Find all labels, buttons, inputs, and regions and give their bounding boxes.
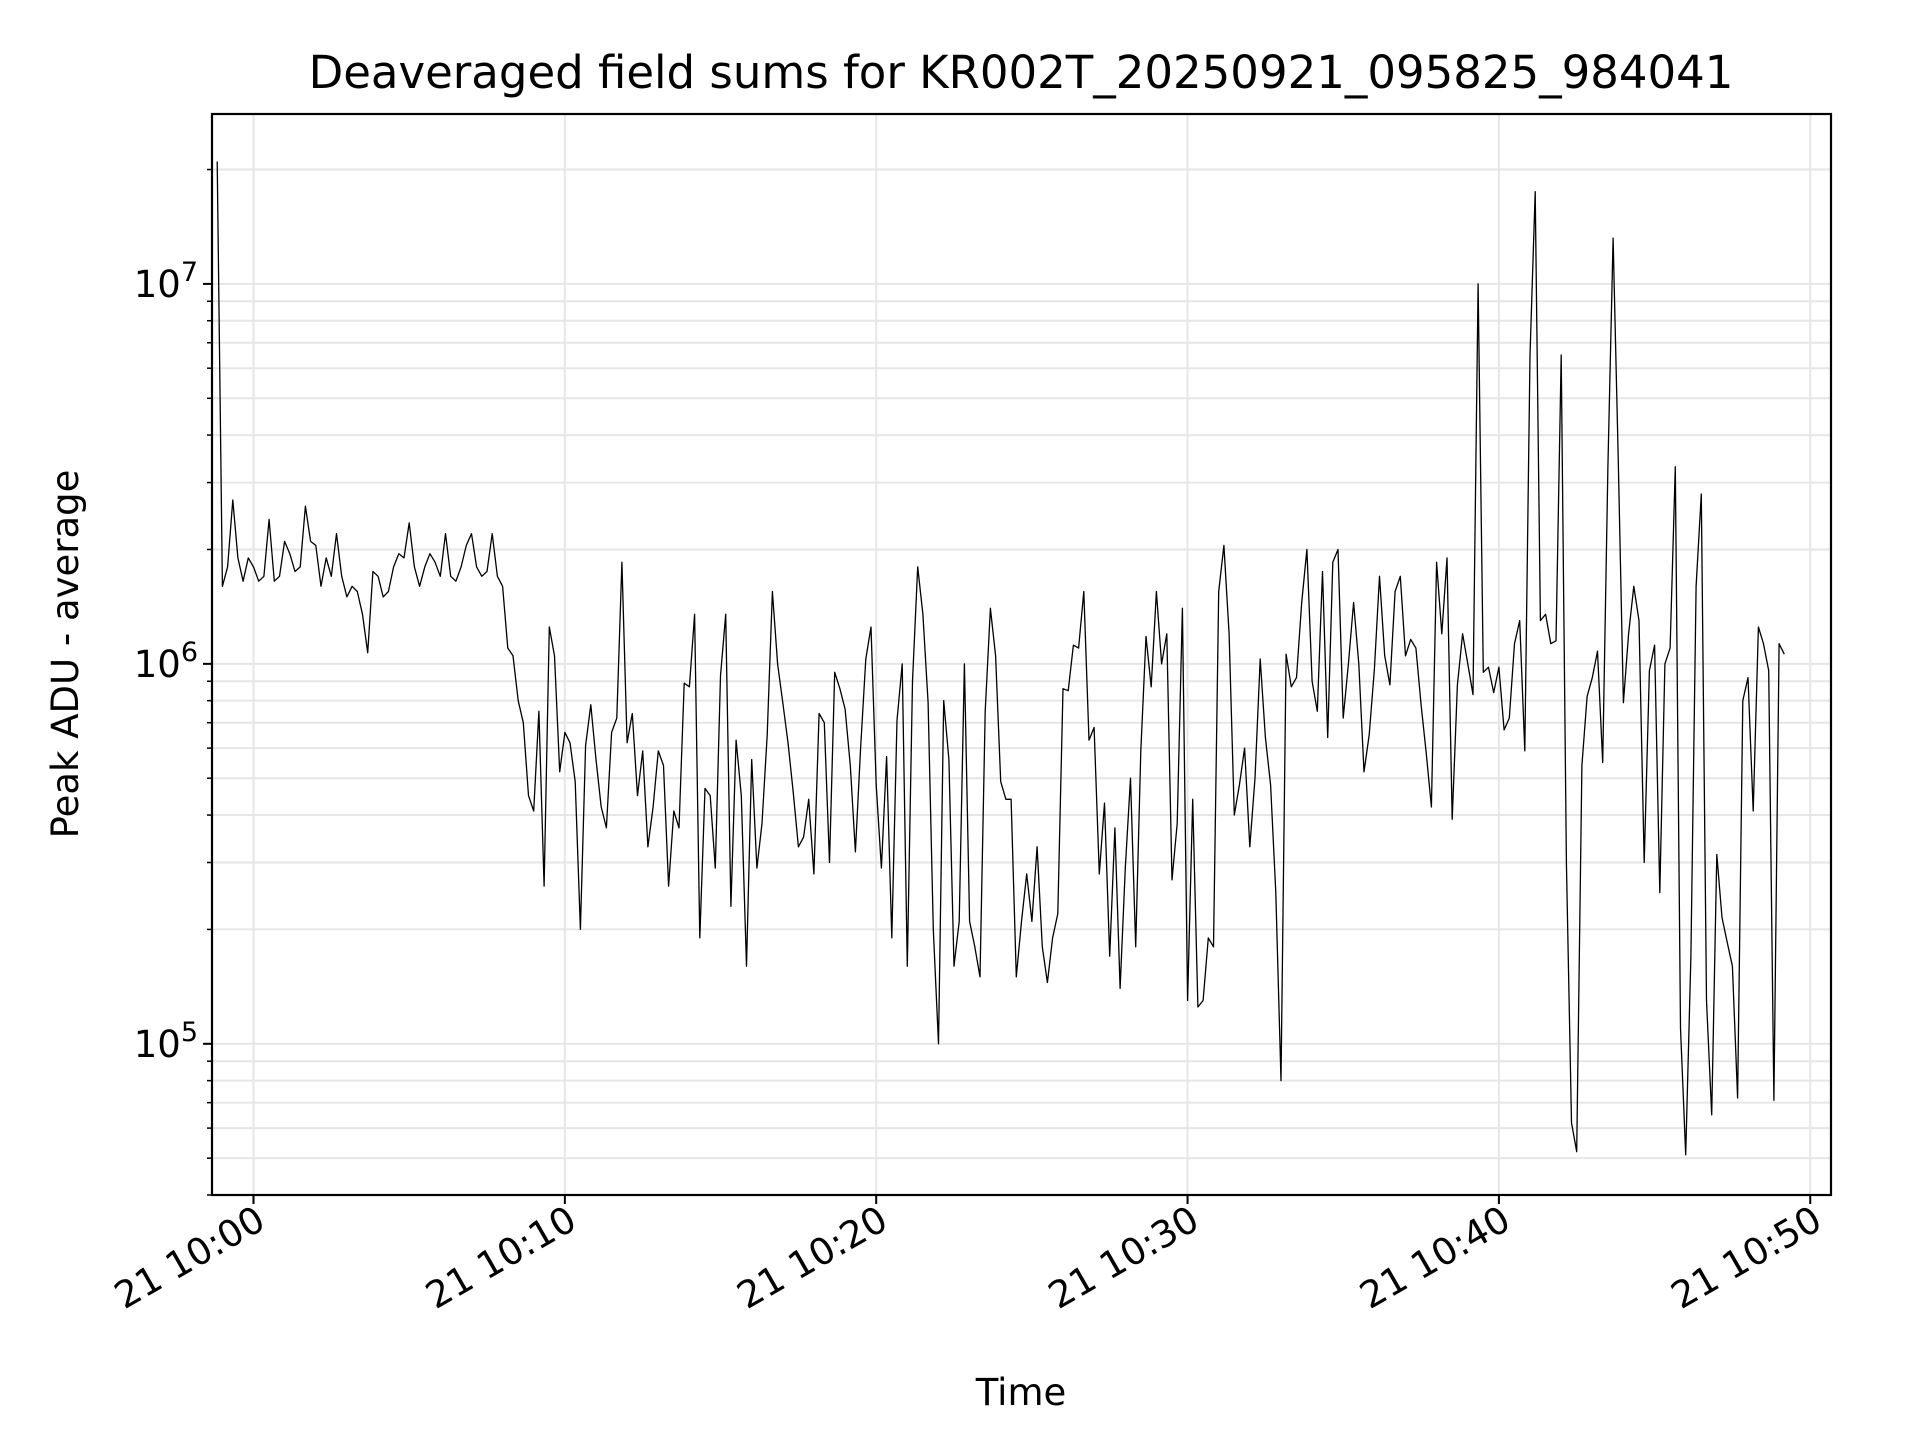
x-tick-label: 21 10:20 bbox=[730, 1198, 895, 1318]
y-tick-label: 107 bbox=[134, 257, 198, 306]
x-tick-label: 21 10:50 bbox=[1664, 1198, 1829, 1318]
axis-ticks: 105 106 107 21 10:00 21 10:10 21 10:20 21 10:3… bbox=[107, 168, 1829, 1318]
x-tick-label: 21 10:00 bbox=[107, 1198, 272, 1318]
x-tick-label: 21 10:40 bbox=[1353, 1198, 1518, 1318]
y-tick-label: 105 bbox=[134, 1017, 198, 1066]
plot-frame bbox=[210, 112, 1833, 1197]
x-axis-label: Time bbox=[975, 1371, 1067, 1414]
x-tick-label: 21 10:30 bbox=[1041, 1198, 1206, 1318]
grid bbox=[212, 114, 1831, 1196]
y-axis-label: Peak ADU - average bbox=[44, 470, 87, 839]
chart-title: Deaveraged field sums for KR002T_2025092… bbox=[309, 46, 1734, 99]
y-tick-label: 106 bbox=[134, 637, 198, 686]
data-line bbox=[216, 161, 1785, 1156]
x-tick-label: 21 10:10 bbox=[419, 1198, 584, 1318]
